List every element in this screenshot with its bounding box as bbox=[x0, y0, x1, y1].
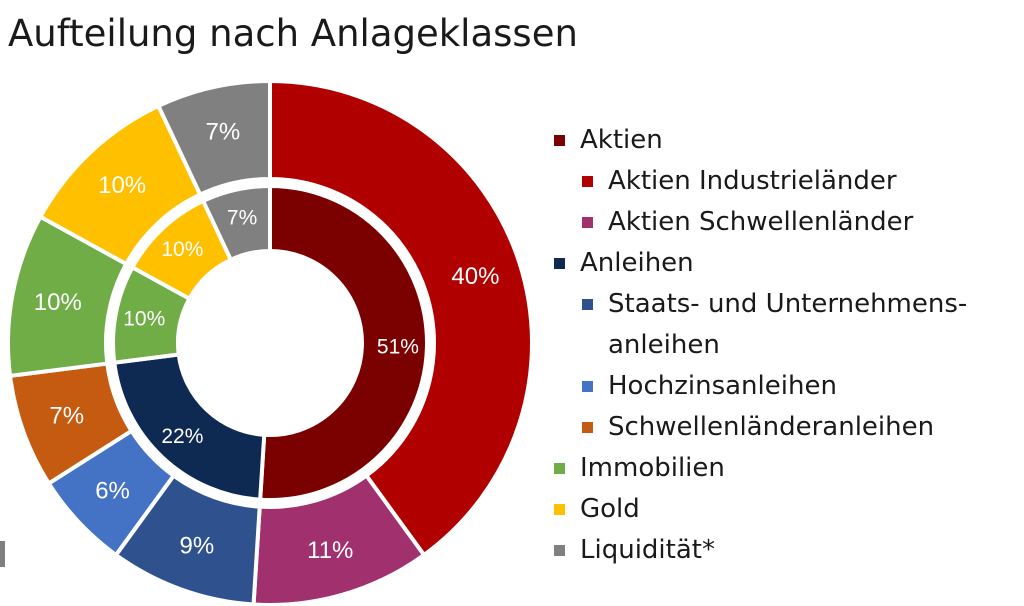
legend-item: Aktien Schwellenländer bbox=[552, 202, 1012, 243]
legend-label: anleihen bbox=[608, 330, 720, 360]
legend-label: Anleihen bbox=[580, 248, 694, 278]
legend-item: Gold bbox=[552, 489, 1012, 530]
legend-swatch bbox=[554, 135, 565, 146]
legend-item: Immobilien bbox=[552, 448, 1012, 489]
legend-label: Hochzinsanleihen bbox=[608, 371, 837, 401]
inner-label-immobilien: 10% bbox=[123, 308, 165, 331]
legend-swatch bbox=[554, 545, 565, 556]
inner-slice-aktien bbox=[258, 183, 430, 502]
legend-label: Liquidität* bbox=[580, 535, 715, 565]
outer-label-liquidität: 7% bbox=[206, 119, 241, 146]
inner-slice-anleihen bbox=[112, 352, 267, 502]
legend-label: Aktien Industrieländer bbox=[608, 166, 897, 196]
legend-label: Staats- und Unternehmens- bbox=[608, 289, 968, 319]
legend-label: Aktien bbox=[580, 125, 663, 155]
outer-label-schwellenländeranleihen: 7% bbox=[49, 403, 84, 430]
outer-label-gold: 10% bbox=[98, 172, 146, 199]
chart-legend: Aktien Aktien Industrieländer Aktien Schwe… bbox=[552, 120, 1012, 571]
legend-item: Staats- und Unternehmens- bbox=[552, 284, 1012, 325]
legend-swatch bbox=[554, 463, 565, 474]
legend-label: Immobilien bbox=[580, 453, 725, 483]
inner-label-gold: 10% bbox=[161, 238, 203, 261]
inner-label-liquidität: 7% bbox=[227, 207, 257, 230]
legend-swatch bbox=[582, 217, 593, 228]
nested-donut-chart: 40% 11% 9% 6% 7% 10% 10% 7% 51% 22% 10% 10% 7% bbox=[8, 78, 534, 605]
inner-label-aktien: 51% bbox=[377, 336, 419, 359]
legend-label: Gold bbox=[580, 494, 640, 524]
legend-item: Liquidität* bbox=[552, 530, 1012, 571]
inner-slice-liquidität bbox=[200, 183, 272, 263]
chart-title: Aufteilung nach Anlageklassen bbox=[8, 12, 578, 55]
legend-label: Aktien Schwellenländer bbox=[608, 207, 914, 237]
legend-swatch bbox=[582, 299, 593, 310]
outer-label-aktien-industrieländer: 40% bbox=[451, 263, 499, 290]
legend-item: anleihen bbox=[552, 325, 1012, 366]
outer-label-aktien-schwellenländer: 11% bbox=[307, 537, 353, 564]
legend-swatch bbox=[582, 381, 593, 392]
outer-label-staats-und-unternehmensanleihen: 9% bbox=[179, 533, 214, 560]
legend-swatch bbox=[582, 176, 593, 187]
legend-item: Aktien Industrieländer bbox=[552, 161, 1012, 202]
outer-label-hochzinsanleihen: 6% bbox=[95, 477, 130, 504]
legend-swatch bbox=[554, 258, 565, 269]
legend-item: Schwellenländeranleihen bbox=[552, 407, 1012, 448]
legend-swatch bbox=[582, 422, 593, 433]
outer-label-immobilien: 10% bbox=[34, 289, 82, 316]
outer-slice-aktien-industrieländer bbox=[268, 78, 534, 558]
legend-label: Schwellenländeranleihen bbox=[608, 412, 935, 442]
inner-label-anleihen: 22% bbox=[161, 425, 203, 448]
legend-swatch bbox=[554, 504, 565, 515]
legend-item: Aktien bbox=[552, 120, 1012, 161]
outer-slice-liquidität bbox=[155, 78, 272, 198]
legend-item: Anleihen bbox=[552, 243, 1012, 284]
legend-item: Hochzinsanleihen bbox=[552, 366, 1012, 407]
edge-marker bbox=[0, 541, 5, 567]
